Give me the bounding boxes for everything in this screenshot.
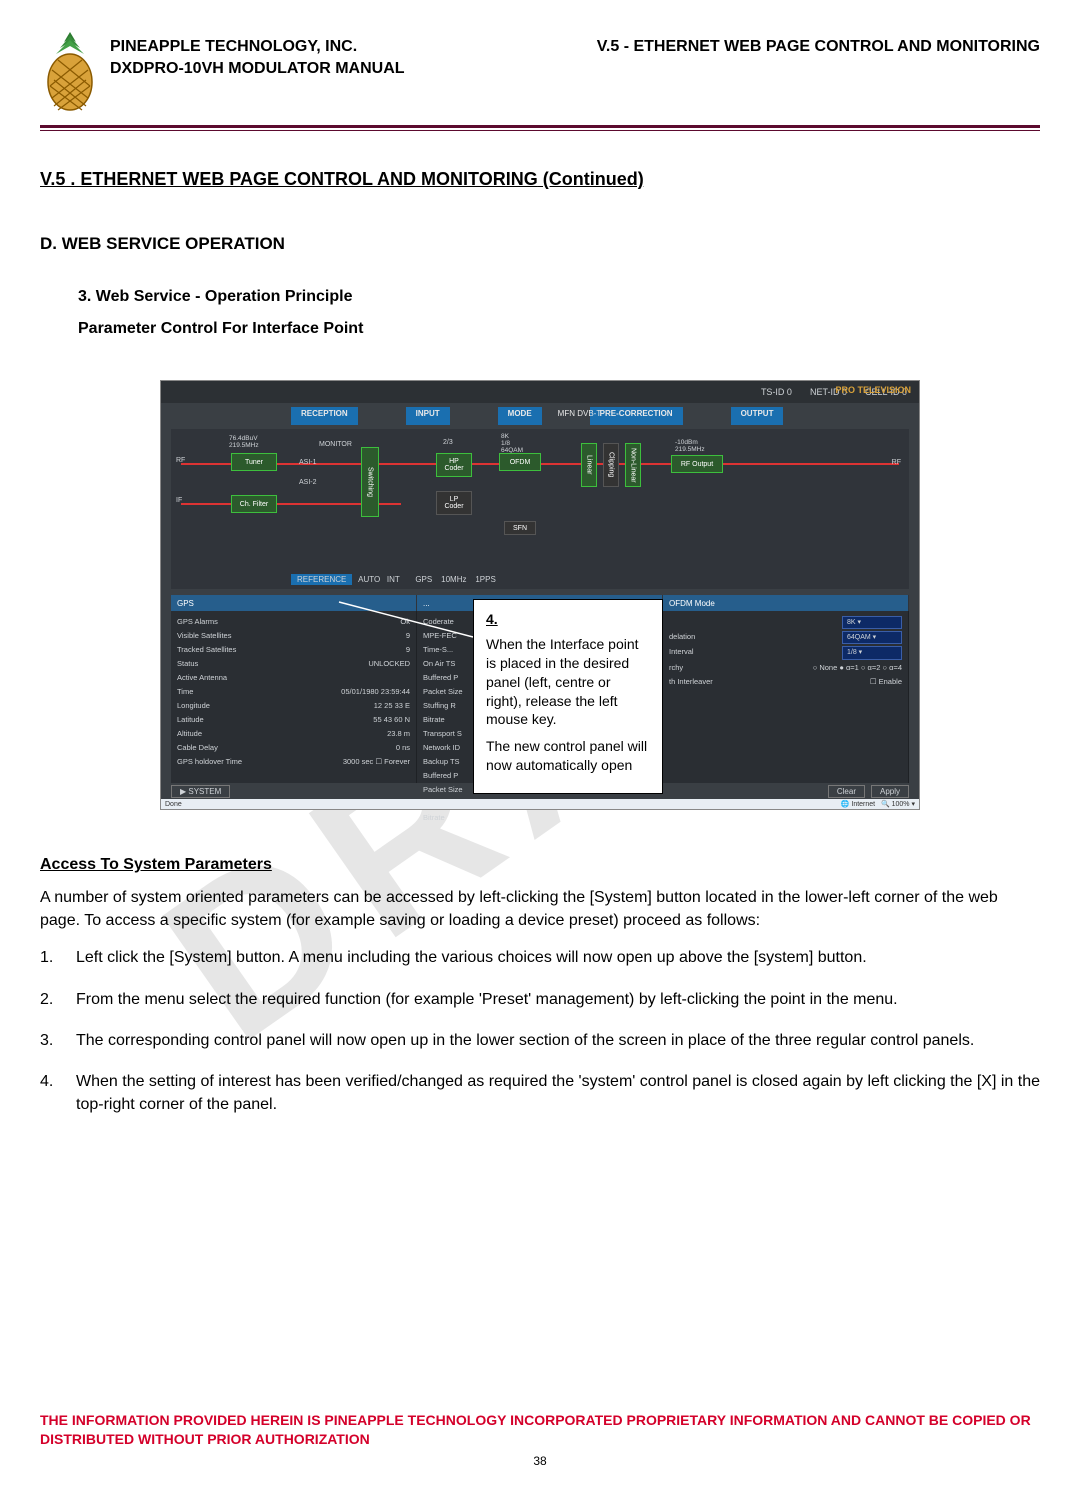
header-doc-section: V.5 - ETHERNET WEB PAGE CONTROL AND MONI… [597,36,1040,58]
ss-block-rfoutput[interactable]: RF Output [671,455,723,473]
access-params-intro: A number of system oriented parameters c… [40,886,1040,932]
ss-block-nonlinear[interactable]: Non-Linear [625,443,641,487]
ss-tuner-info: 76.4dBuV 219.5MHz [229,435,259,449]
section-title: V.5 . ETHERNET WEB PAGE CONTROL AND MONI… [40,169,1040,190]
ss-ofdm-panel: 8K ▾delation64QAM ▾Interval1/8 ▾rchy○ No… [663,611,909,783]
ss-ts-id: TS-ID 0 [761,387,792,397]
header-rule [40,125,1040,131]
ss-block-ofdm[interactable]: OFDM [499,453,541,471]
ss-clear-button[interactable]: Clear [828,785,865,798]
ss-block-lpcoder: LP Coder [436,491,472,515]
ss-signal-diagram: RF IF Tuner 76.4dBuV 219.5MHz Ch. Filter… [171,429,909,589]
ss-panel-hdr-gps: GPS [171,595,417,611]
ss-tab-input[interactable]: INPUT [406,407,450,425]
ss-gps-panel: GPS AlarmsOkVisible Satellites9Tracked S… [171,611,417,783]
access-params-title: Access To System Parameters [40,856,1040,874]
page-footer: THE INFORMATION PROVIDED HEREIN IS PINEA… [40,1411,1040,1468]
ss-block-chfilter[interactable]: Ch. Filter [231,495,277,513]
header-company: PINEAPPLE TECHNOLOGY, INC. [110,36,405,58]
ss-reference-row: REFERENCE AUTO INT GPS 10MHz 1PPS [291,574,496,585]
ss-panel-hdr-ofdm: OFDM Mode [663,595,909,611]
access-step-3: The corresponding control panel will now… [76,1029,974,1052]
access-step-2: From the menu select the required functi… [76,988,898,1011]
ss-tab-mode[interactable]: MODEMFN DVB-T [498,407,542,425]
subsection-d-title: D. WEB SERVICE OPERATION [40,234,1040,254]
header-manual: DXDPRO-10VH MODULATOR MANUAL [110,58,405,80]
ss-system-button[interactable]: ▶ SYSTEM [171,785,230,798]
access-step-1: Left click the [System] button. A menu i… [76,946,867,969]
subsection-3-title: 3. Web Service - Operation Principle [78,288,1040,306]
ss-tab-reception[interactable]: RECEPTION [291,407,358,425]
page-number: 38 [40,1454,1040,1468]
footer-proprietary-notice: THE INFORMATION PROVIDED HEREIN IS PINEA… [40,1411,1040,1450]
ss-tab-precorrection[interactable]: PRE-CORRECTION [590,407,683,425]
ss-apply-button[interactable]: Apply [871,785,909,798]
pineapple-logo-icon [40,30,100,112]
ss-block-tuner[interactable]: Tuner [231,453,277,471]
ss-brand-logo: PRO TELEVISION [835,385,911,395]
ss-block-linear[interactable]: Linear [581,443,597,487]
param-control-heading: Parameter Control For Interface Point [78,320,1040,338]
ss-tab-output[interactable]: OUTPUT [731,407,784,425]
ss-block-sfn: SFN [504,521,536,535]
ss-block-hpcoder[interactable]: HP Coder [436,453,472,477]
embedded-screenshot: TS-ID 0 NET-ID 0 CELL-ID 0 PRO TELEVISIO… [160,380,920,810]
ss-block-switching[interactable]: Switching [361,447,379,517]
page-header: PINEAPPLE TECHNOLOGY, INC. DXDPRO-10VH M… [40,30,1040,117]
access-steps-list: 1.Left click the [System] button. A menu… [40,946,1040,1116]
ss-block-clipping: Clipping [603,443,619,487]
ss-browser-statusbar: Done 🌐 Internet 🔍 100% ▾ [161,799,919,809]
callout-step-4: 4. When the Interface point is placed in… [473,599,663,794]
access-step-4: When the setting of interest has been ve… [76,1070,1040,1116]
